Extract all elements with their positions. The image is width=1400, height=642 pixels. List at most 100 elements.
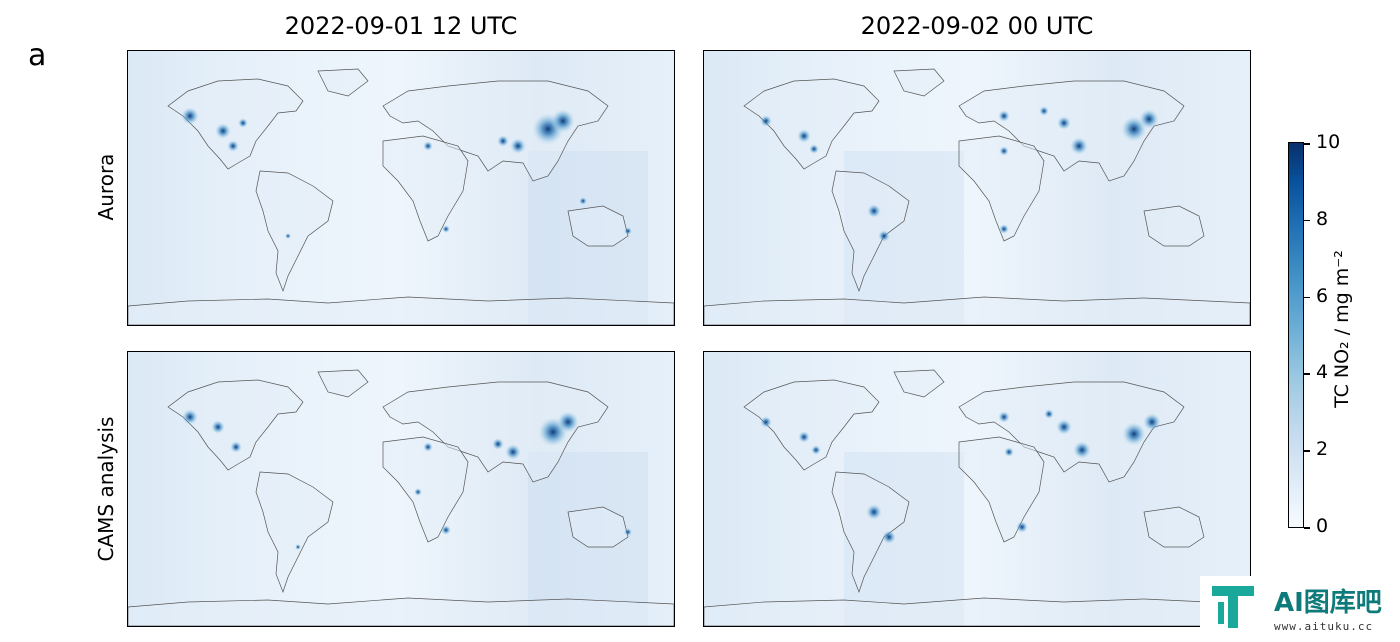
coastline: [743, 379, 880, 471]
coastline: [958, 381, 1185, 483]
no2-hotspot: [811, 445, 821, 455]
no2-hotspot: [998, 110, 1010, 122]
no2-hotspot: [1070, 137, 1088, 155]
colorbar-tick: [1304, 450, 1310, 452]
no2-hotspot: [1143, 413, 1161, 431]
no2-hotspot: [423, 141, 433, 151]
coastline: [704, 296, 1250, 325]
no2-hotspot: [1044, 409, 1054, 419]
colorbar-tick-label: 4: [1316, 361, 1329, 384]
no2-hotspot: [624, 528, 632, 536]
column-title-1: 2022-09-01 12 UTC: [284, 12, 518, 40]
map-cams-t1: [127, 351, 675, 627]
no2-hotspot: [442, 225, 450, 233]
map-cams-t2: [703, 351, 1251, 627]
panel-letter: a: [28, 38, 47, 73]
no2-hotspot: [798, 431, 810, 443]
coastline: [1143, 205, 1205, 247]
colorbar-tick-label: 2: [1316, 438, 1329, 461]
no2-hotspot: [878, 230, 890, 242]
no2-hotspot: [999, 146, 1009, 156]
no2-hotspot: [492, 438, 504, 450]
no2-hotspot: [414, 488, 422, 496]
no2-hotspot: [1122, 422, 1146, 446]
map-aurora-t1: [127, 50, 675, 326]
coastline: [317, 369, 369, 398]
no2-hotspot: [505, 444, 521, 460]
coastline: [382, 80, 609, 182]
no2-hotspot: [441, 525, 451, 535]
no2-hotspot: [1073, 441, 1091, 459]
no2-hotspot: [182, 409, 198, 425]
no2-hotspot: [285, 233, 291, 239]
coastline: [255, 471, 334, 594]
no2-hotspot: [238, 118, 248, 128]
colorbar-tick: [1304, 373, 1310, 375]
colorbar-tick-label: 6: [1316, 284, 1329, 307]
colorbar-tick-label: 10: [1316, 131, 1341, 153]
no2-hotspot: [211, 420, 225, 434]
no2-hotspot: [882, 530, 896, 544]
no2-hotspot: [1056, 419, 1072, 435]
no2-hotspot: [867, 204, 881, 218]
watermark-title: AI图库吧: [1274, 588, 1382, 618]
row-label-aurora: Aurora: [94, 153, 118, 221]
watermark: AI图库吧 www.aituku.cc: [1200, 576, 1400, 642]
colorbar: [1288, 142, 1304, 528]
coastline: [167, 379, 304, 471]
coastline: [831, 471, 910, 594]
no2-hotspot: [497, 135, 509, 147]
no2-hotspot: [809, 144, 819, 154]
colorbar-tick-label: 8: [1316, 207, 1329, 230]
map-aurora-t2: [703, 50, 1251, 326]
no2-hotspot: [227, 140, 239, 152]
no2-hotspot: [1139, 109, 1159, 129]
no2-hotspot: [215, 123, 231, 139]
coastline: [1143, 506, 1205, 548]
no2-hotspot: [423, 442, 433, 452]
colorbar-tick-label: 0: [1316, 515, 1329, 537]
map-canvas: [704, 352, 1250, 626]
no2-hotspot: [624, 227, 632, 235]
row-label-cams: CAMS analysis: [94, 416, 118, 562]
coastline: [317, 68, 369, 97]
coastline: [893, 369, 945, 398]
coastline: [704, 597, 1250, 626]
coastline: [167, 78, 304, 170]
map-canvas: [704, 51, 1250, 325]
no2-hotspot: [230, 441, 242, 453]
no2-hotspot: [1057, 116, 1071, 130]
no2-hotspot: [999, 224, 1009, 234]
map-canvas: [128, 51, 674, 325]
no2-hotspot: [557, 411, 579, 433]
coastline: [382, 381, 609, 483]
watermark-logo-icon: [1212, 586, 1254, 628]
colorbar-tick: [1304, 527, 1310, 529]
no2-hotspot: [510, 138, 526, 154]
coastline: [567, 506, 629, 548]
coastline: [958, 135, 1045, 242]
no2-hotspot: [998, 411, 1010, 423]
no2-hotspot: [1016, 521, 1028, 533]
no2-hotspot: [866, 504, 882, 520]
no2-hotspot: [760, 115, 772, 127]
coastline: [128, 296, 674, 325]
column-title-2: 2022-09-02 00 UTC: [860, 12, 1094, 40]
coastline: [255, 170, 334, 293]
no2-hotspot: [579, 197, 587, 205]
coastline: [382, 436, 469, 543]
coastline: [893, 68, 945, 97]
coastline: [958, 80, 1185, 182]
coastline: [128, 597, 674, 626]
no2-hotspot: [295, 544, 301, 550]
no2-hotspot: [797, 129, 811, 143]
no2-hotspot: [181, 107, 199, 125]
coastline: [958, 436, 1045, 543]
no2-hotspot: [760, 416, 772, 428]
no2-hotspot: [551, 109, 575, 133]
colorbar-label: TC NO₂ / mg m⁻²: [1331, 250, 1353, 408]
colorbar-tick: [1304, 219, 1310, 222]
coastline: [743, 78, 880, 170]
coastline: [831, 170, 910, 293]
colorbar-tick: [1304, 296, 1310, 299]
